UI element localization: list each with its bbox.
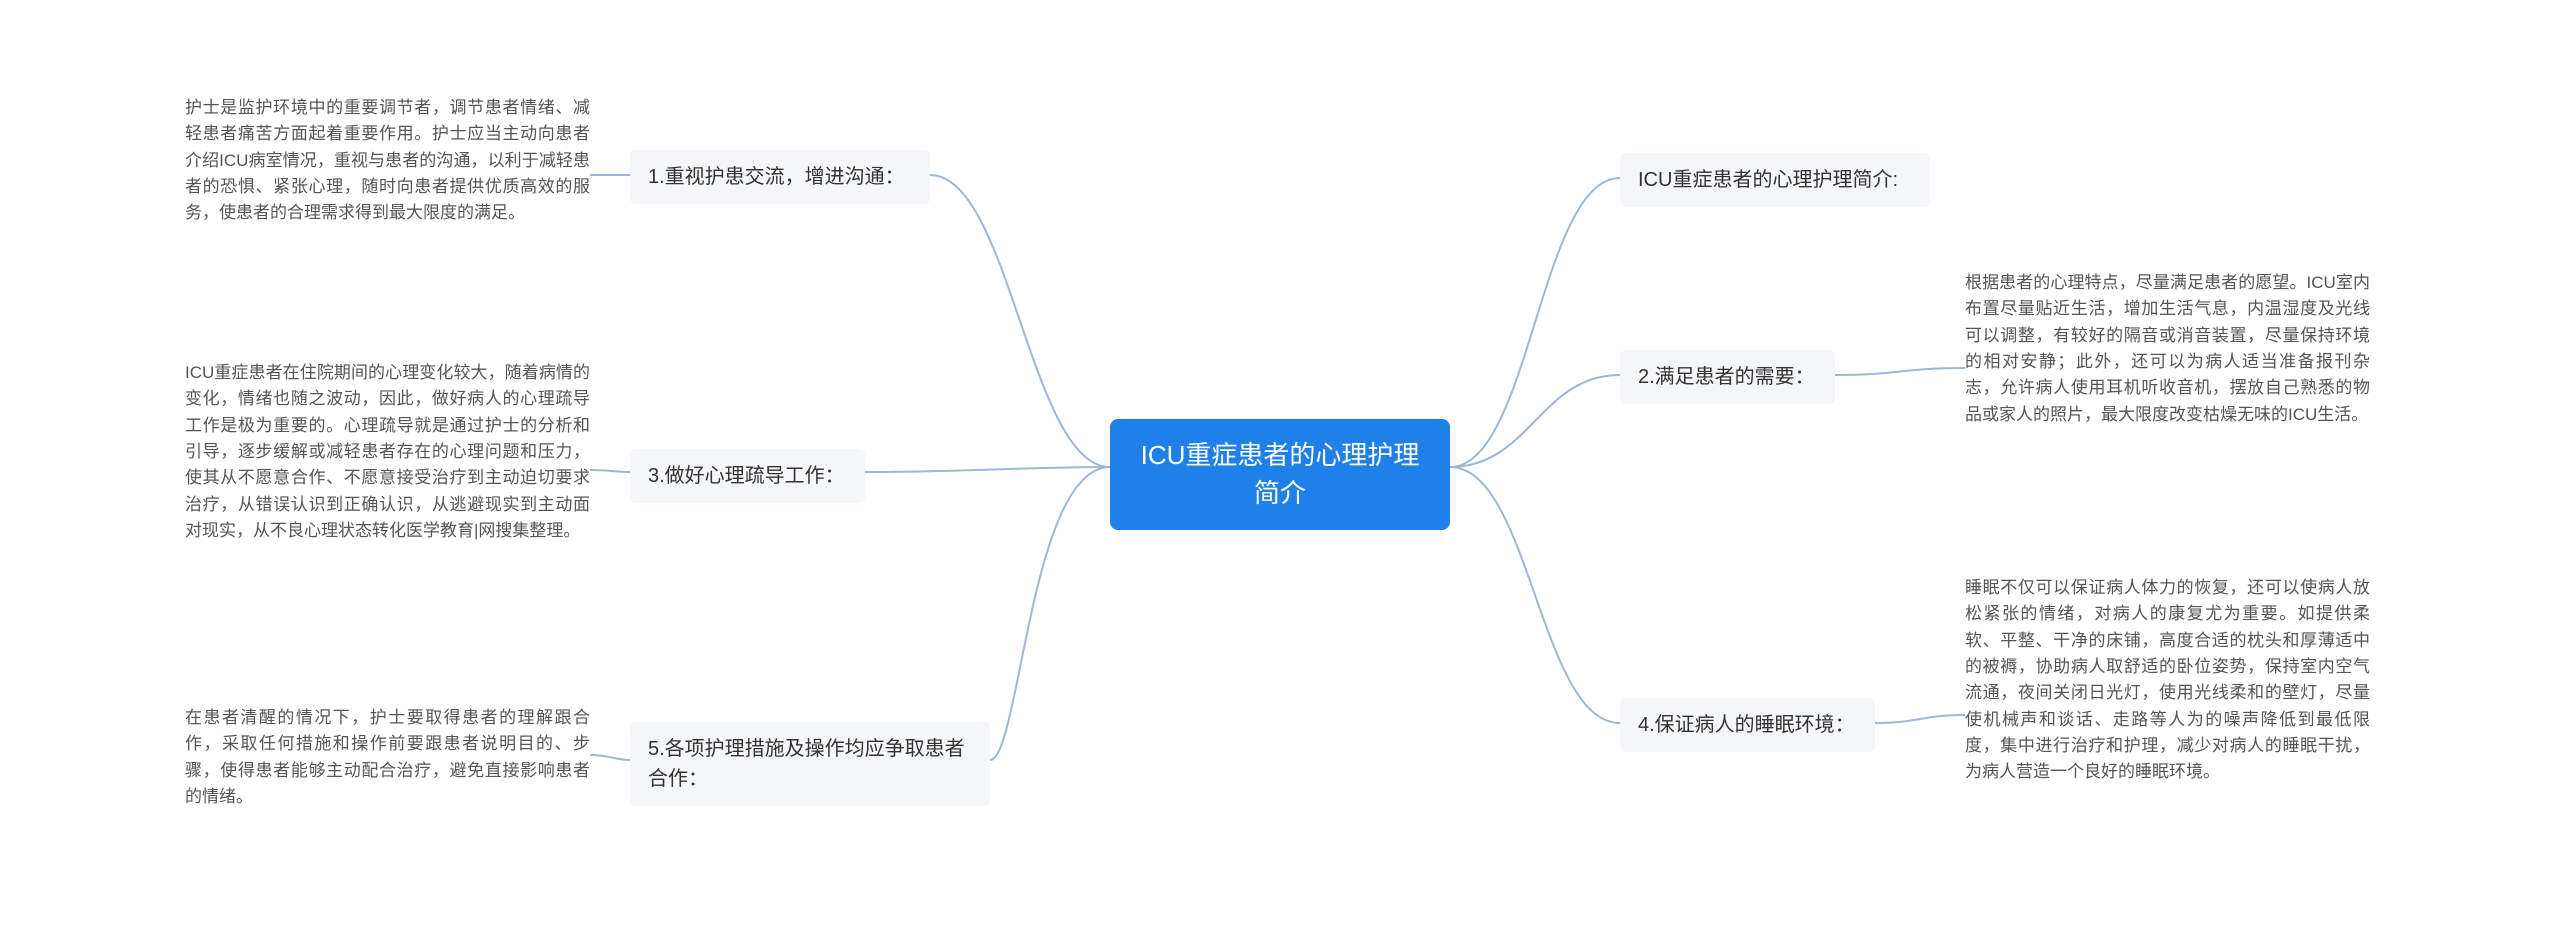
branch-left-5: 5.各项护理措施及操作均应争取患者合作： <box>630 722 990 806</box>
branch-right-2: 2.满足患者的需要： <box>1620 350 1835 404</box>
branch-label: ICU重症患者的心理护理简介: <box>1638 169 1898 191</box>
desc-text: 根据患者的心理特点，尽量满足患者的愿望。ICU室内布置尽量贴近生活，增加生活气息… <box>1965 273 2370 424</box>
desc-left-5: 在患者清醒的情况下，护士要取得患者的理解跟合作，采取任何措施和操作前要跟患者说明… <box>185 705 590 810</box>
desc-text: ICU重症患者在住院期间的心理变化较大，随着病情的变化，情绪也随之波动，因此，做… <box>185 363 590 540</box>
branch-left-1: 1.重视护患交流，增进沟通： <box>630 150 930 204</box>
branch-left-3: 3.做好心理疏导工作： <box>630 449 865 503</box>
desc-left-3: ICU重症患者在住院期间的心理变化较大，随着病情的变化，情绪也随之波动，因此，做… <box>185 360 590 544</box>
center-title-line2: 简介 <box>1254 478 1306 508</box>
desc-right-4: 睡眠不仅可以保证病人体力的恢复，还可以使病人放松紧张的情绪，对病人的康复尤为重要… <box>1965 575 2370 786</box>
desc-text: 护士是监护环境中的重要调节者，调节患者情绪、减轻患者痛苦方面起着重要作用。护士应… <box>185 98 590 222</box>
desc-text: 在患者清醒的情况下，护士要取得患者的理解跟合作，采取任何措施和操作前要跟患者说明… <box>185 708 590 806</box>
branch-right-0: ICU重症患者的心理护理简介: <box>1620 153 1930 207</box>
desc-right-2: 根据患者的心理特点，尽量满足患者的愿望。ICU室内布置尽量贴近生活，增加生活气息… <box>1965 270 2370 428</box>
branch-label: 1.重视护患交流，增进沟通： <box>648 166 905 188</box>
branch-label: 3.做好心理疏导工作： <box>648 465 845 487</box>
desc-left-1: 护士是监护环境中的重要调节者，调节患者情绪、减轻患者痛苦方面起着重要作用。护士应… <box>185 95 590 227</box>
branch-label: 4.保证病人的睡眠环境： <box>1638 714 1855 736</box>
branch-right-4: 4.保证病人的睡眠环境： <box>1620 698 1875 752</box>
center-title-line1: ICU重症患者的心理护理 <box>1141 440 1420 470</box>
branch-label: 2.满足患者的需要： <box>1638 366 1815 388</box>
desc-text: 睡眠不仅可以保证病人体力的恢复，还可以使病人放松紧张的情绪，对病人的康复尤为重要… <box>1965 578 2370 781</box>
branch-label: 5.各项护理措施及操作均应争取患者合作： <box>648 738 965 790</box>
mindmap-center-node: ICU重症患者的心理护理 简介 <box>1110 419 1450 530</box>
